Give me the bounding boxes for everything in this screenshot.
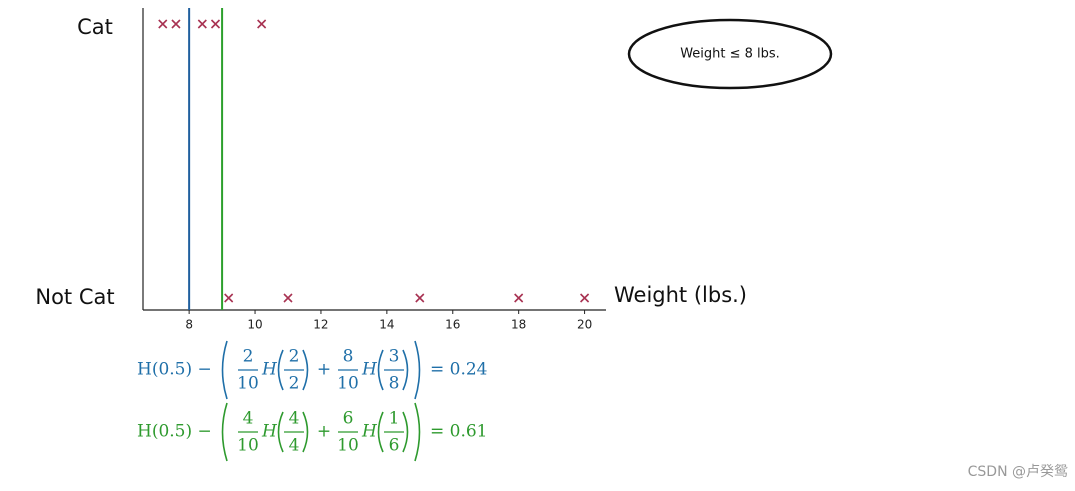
x-tick-label: 8 [185, 318, 193, 332]
equation-text: H [361, 422, 378, 442]
paren [221, 340, 228, 400]
equation-text: = 0.61 [430, 422, 488, 442]
paren [277, 411, 284, 453]
x-tick-label: 14 [379, 318, 394, 332]
annotation-ellipse [627, 18, 833, 90]
marker [210, 19, 221, 29]
equation-text: 10 [337, 436, 359, 456]
paren [302, 411, 309, 453]
paren [377, 411, 384, 453]
paren [221, 402, 228, 462]
equation-text: 10 [237, 436, 259, 456]
equation-text: 2 [289, 347, 300, 367]
equation-text: 8 [343, 347, 354, 367]
equation-text: 6 [343, 409, 354, 429]
annotation: Weight ≤ 8 lbs. [680, 47, 780, 62]
equation-text: 10 [337, 374, 359, 394]
equation-text: H [261, 422, 278, 442]
paren [402, 411, 409, 453]
equation-text: H(0.5) − [137, 360, 212, 380]
equation-text: = 0.24 [430, 360, 488, 380]
equation-text: H [361, 360, 378, 380]
equation-text: 1 [389, 409, 400, 429]
x-tick-label: 12 [313, 318, 328, 332]
marker [158, 19, 168, 29]
y-category-label: Not Cat [35, 285, 114, 309]
equation-text: 6 [389, 436, 400, 456]
equation-text: 8 [389, 374, 400, 394]
equation-text: + [317, 360, 331, 380]
marker [171, 19, 181, 29]
paren [414, 340, 421, 400]
equation-text: 2 [243, 347, 254, 367]
x-tick-label: 18 [511, 318, 526, 332]
equation-text: 3 [389, 347, 400, 367]
paren [402, 349, 409, 391]
x-tick-label: 10 [247, 318, 262, 332]
marker [580, 293, 590, 303]
marker [197, 19, 207, 29]
marker [224, 293, 234, 303]
paren [277, 349, 284, 391]
equation-text: 4 [289, 436, 300, 456]
equation-text: + [317, 422, 331, 442]
paren [414, 402, 421, 462]
marker [415, 293, 425, 303]
x-tick-label: 16 [445, 318, 460, 332]
equation-text: H [261, 360, 278, 380]
watermark: CSDN @卢癸鸳 [968, 464, 1068, 480]
y-category-label: Cat [77, 15, 113, 39]
marker [514, 293, 524, 303]
equation-text: 4 [243, 409, 254, 429]
marker [283, 293, 293, 303]
x-tick-label: 20 [577, 318, 592, 332]
marker [257, 19, 267, 29]
paren [377, 349, 384, 391]
x-axis-label: Weight (lbs.) [614, 283, 747, 307]
equation-text: 4 [289, 409, 300, 429]
equation-text: 2 [289, 374, 300, 394]
equation-text: 10 [237, 374, 259, 394]
equation-text: H(0.5) − [137, 422, 212, 442]
paren [302, 349, 309, 391]
